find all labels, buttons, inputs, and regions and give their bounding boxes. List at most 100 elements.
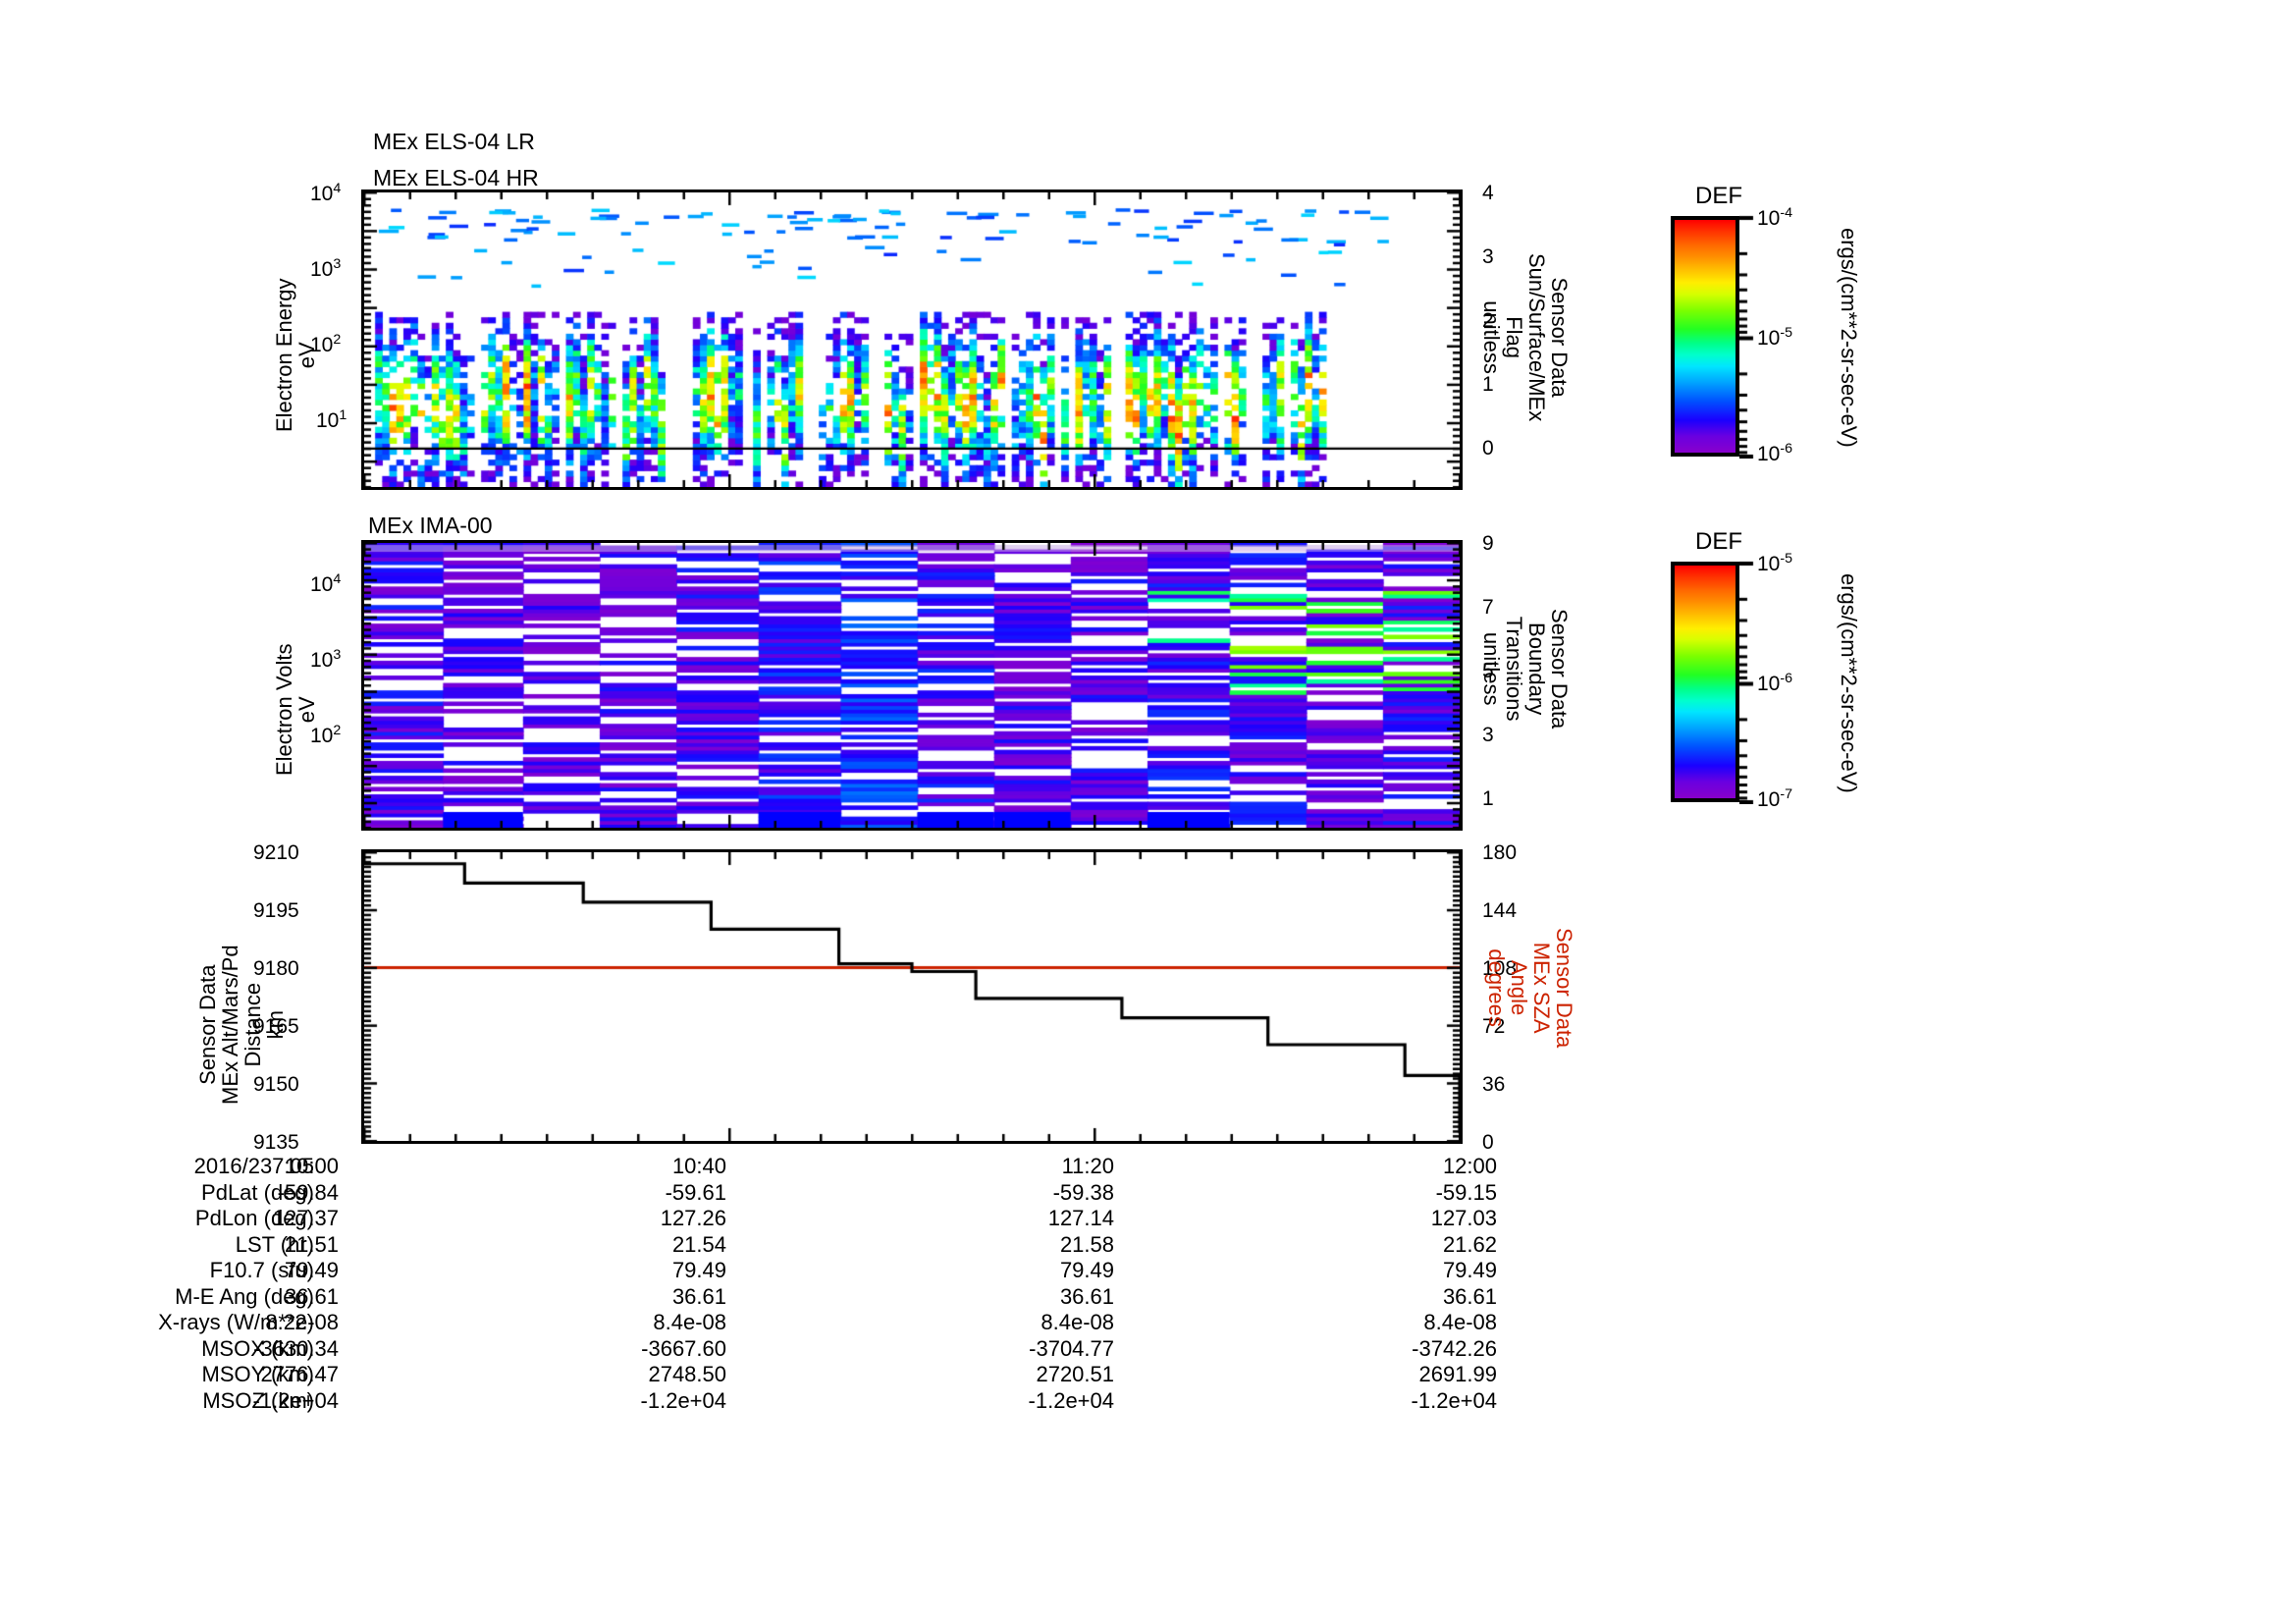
table-cell: 8.4e-08 — [1041, 1310, 1114, 1334]
table-row: F10.7 (sfu) 79.49 79.49 79.49 79.49 — [0, 1258, 1512, 1284]
table-cell: 21.54 — [671, 1231, 726, 1257]
panel2-right-axis-name: Sensor Data — [1547, 609, 1572, 730]
panel1-rtick-2: 2 — [1482, 309, 1494, 332]
panel1-right-axis-line2: Sun/Surface/MEx — [1523, 253, 1549, 422]
panel2-ytick-1e2: 102 — [310, 723, 342, 747]
panel2-right-axis-title: Sensor Data Boundary Transitions unitles… — [1478, 609, 1572, 730]
table-row: MSOY (km) 2776.47 2748.50 2720.51 2691.99 — [0, 1362, 1512, 1388]
table-cell: -1.2e+04 — [1028, 1387, 1114, 1413]
colorbar1 — [1671, 216, 1739, 457]
table-row-label: PdLon (deg) — [194, 1206, 314, 1230]
panel2-plot-frame — [361, 540, 1463, 831]
panel1-ytick-1e2: 102 — [310, 332, 342, 356]
table-row: PdLon (deg) 127.37 127.26 127.14 127.03 — [0, 1206, 1512, 1232]
panel2-left-axis-name: Electron Volts — [272, 643, 296, 776]
table-cell: 12:00 — [1442, 1154, 1497, 1178]
panel1-ytick-1e4: 104 — [310, 181, 342, 205]
table-row: MSOZ (km) -1.2e+04 -1.2e+04 -1.2e+04 -1.2e+0… — [0, 1388, 1512, 1415]
table-cell: 36.61 — [1059, 1283, 1114, 1309]
panel1-rtick-0: 0 — [1482, 437, 1494, 460]
colorbar2 — [1671, 562, 1739, 802]
colorbar2-bottom-label: 10-7 — [1757, 786, 1793, 811]
panel3-rtick-0: 0 — [1482, 1131, 1494, 1154]
table-row: LST (hr) 21.51 21.54 21.58 21.62 — [0, 1232, 1512, 1259]
table-row-label: MSOY (km) — [201, 1362, 314, 1386]
panel2-rtick-1: 1 — [1482, 787, 1494, 810]
table-cell: 79.49 — [284, 1258, 339, 1282]
table-row: M-E Ang (deg) 36.61 36.61 36.61 36.61 — [0, 1284, 1512, 1311]
table-cell: 8.2e-08 — [265, 1310, 339, 1334]
table-cell: 8.4e-08 — [1423, 1310, 1497, 1334]
panel3-left-axis-name: Sensor Data — [195, 964, 220, 1085]
panel2-ytick-1e3: 103 — [310, 647, 342, 672]
panel1-spectrogram — [364, 192, 1460, 487]
table-cell: 11:20 — [1061, 1154, 1114, 1178]
table-row-label: F10.7 (sfu) — [209, 1258, 314, 1282]
panel3-right-axis-unit: degrees — [1483, 948, 1509, 1027]
telemetry-table: 2016/237:05 10:00 10:40 11:20 12:00 PdLat (de… — [0, 1154, 1512, 1414]
panel1-rtick-3: 3 — [1482, 245, 1494, 268]
table-cell: -1.2e+04 — [1411, 1387, 1497, 1413]
table-row-label: MSOZ (km) — [202, 1387, 314, 1413]
panel1-right-axis-line3: Flag — [1501, 316, 1526, 358]
panel1-right-axis-title: Sensor Data Sun/Surface/MEx Flag unitles… — [1478, 253, 1572, 422]
colorbar2-title: DEF — [1695, 528, 1742, 555]
panel1-title-hr: MEx ELS-04 HR — [373, 165, 539, 190]
table-row: 2016/237:05 10:00 10:40 11:20 12:00 — [0, 1154, 1512, 1180]
table-cell: 21.62 — [1442, 1231, 1497, 1257]
panel3-ytick-9135: 9135 — [253, 1131, 299, 1154]
panel1-right-axis-unit: unitless — [1478, 300, 1504, 374]
table-row-label: MSOX (km) — [201, 1335, 314, 1361]
table-cell: -3742.26 — [1412, 1335, 1497, 1361]
panel3-right-axis-line3: Angle — [1506, 960, 1531, 1016]
table-cell: -1.2e+04 — [640, 1387, 726, 1413]
colorbar1-mid-label: 10-5 — [1757, 325, 1793, 350]
colorbar1-bottom-label: 10-6 — [1757, 441, 1793, 465]
panel1-right-axis-name: Sensor Data — [1547, 277, 1572, 398]
table-cell: -59.38 — [1052, 1179, 1114, 1205]
colorbar1-unit: ergs/(cm**2-sr-sec-eV) — [1837, 228, 1861, 448]
panel2-title: MEx IMA-00 — [368, 513, 493, 538]
panel3-rtick-108: 108 — [1482, 957, 1518, 980]
panel2-right-axis-unit: unitless — [1478, 631, 1504, 706]
table-cell: -59.61 — [665, 1179, 726, 1205]
table-cell: 10:00 — [284, 1154, 339, 1178]
table-row: PdLat (deg) -59.84 -59.61 -59.38 -59.15 — [0, 1180, 1512, 1207]
table-cell: 10:40 — [671, 1154, 726, 1178]
table-cell: 127.37 — [272, 1206, 339, 1230]
panel3-line-plot — [364, 852, 1460, 1141]
table-cell: 2776.47 — [260, 1362, 339, 1386]
colorbar2-mid-label: 10-6 — [1757, 671, 1793, 695]
panel3-right-axis-name: Sensor Data — [1552, 928, 1576, 1049]
colorbar1-title: DEF — [1695, 183, 1742, 209]
panel3-ytick-9180: 9180 — [253, 957, 299, 980]
table-cell: 79.49 — [671, 1258, 726, 1282]
panel2-rtick-5: 5 — [1482, 660, 1494, 682]
table-cell: -3704.77 — [1029, 1335, 1114, 1361]
panel3-left-axis-line2: MEx Alt/Mars/Pd — [218, 945, 243, 1105]
table-row-label: M-E Ang (deg) — [175, 1283, 314, 1309]
colorbar1-top-label: 10-4 — [1757, 205, 1793, 230]
panel2-spectrogram — [364, 543, 1460, 828]
colorbar1-ticks — [1739, 214, 1761, 459]
table-cell: -1.2e+04 — [252, 1387, 339, 1413]
panel2-right-axis-line2: Boundary — [1523, 622, 1549, 716]
panel1-plot-frame — [361, 189, 1463, 490]
table-cell: -59.15 — [1435, 1179, 1497, 1205]
panel1-rtick-4: 4 — [1482, 182, 1494, 204]
table-row-label: LST (hr) — [235, 1231, 314, 1257]
table-row-label: X-rays (W/m**2) — [158, 1310, 314, 1334]
table-cell: 36.61 — [284, 1283, 339, 1309]
panel1-ytick-1e1: 101 — [316, 407, 347, 432]
panel3-plot-frame — [361, 849, 1463, 1144]
table-cell: 79.49 — [1442, 1258, 1497, 1282]
table-cell: 36.61 — [1442, 1283, 1497, 1309]
panel2-rtick-7: 7 — [1482, 596, 1494, 619]
panel1-ytick-1e3: 103 — [310, 256, 342, 281]
panel3-right-axis-line2: MEx SZA — [1528, 942, 1554, 1034]
table-cell: 127.26 — [660, 1206, 726, 1230]
table-cell: 2691.99 — [1418, 1362, 1497, 1386]
table-row: X-rays (W/m**2) 8.2e-08 8.4e-08 8.4e-08 8.4e… — [0, 1310, 1512, 1336]
panel3-ytick-9195: 9195 — [253, 899, 299, 922]
colorbar2-top-label: 10-5 — [1757, 551, 1793, 575]
